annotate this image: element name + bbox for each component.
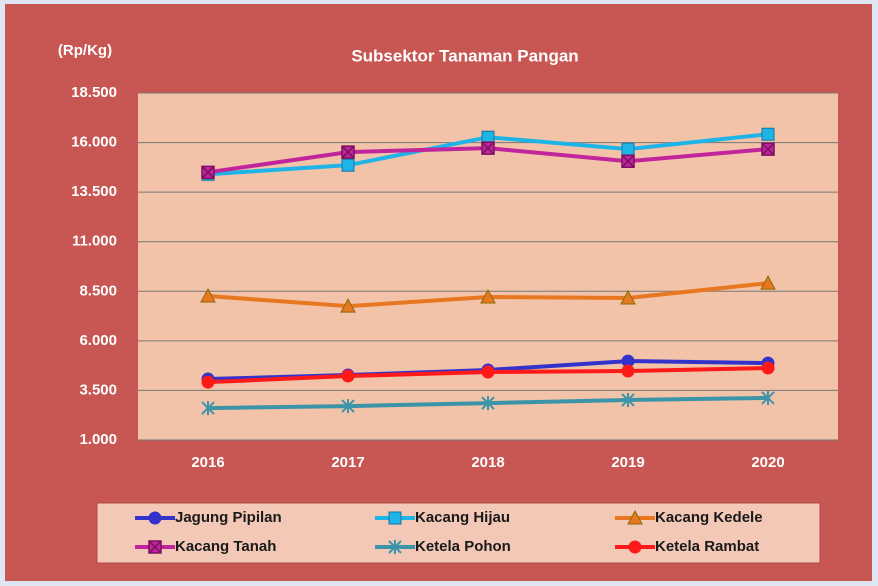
data-point xyxy=(620,289,636,305)
data-point xyxy=(621,364,635,378)
data-point xyxy=(761,142,775,156)
legend-marker xyxy=(388,511,402,525)
chart-title: Subsektor Tanaman Pangan xyxy=(351,46,578,65)
data-point xyxy=(341,145,355,159)
legend-marker xyxy=(148,540,162,554)
y-tick-label: 8.500 xyxy=(79,282,117,299)
legend-label: Kacang Hijau xyxy=(415,509,510,526)
data-point xyxy=(761,127,775,141)
legend-marker xyxy=(628,540,642,554)
y-axis-label: (Rp/Kg) xyxy=(58,42,112,59)
data-point xyxy=(481,141,495,155)
data-point xyxy=(201,375,215,389)
data-point xyxy=(200,287,216,303)
legend-label: Kacang Kedele xyxy=(655,509,763,526)
data-point xyxy=(341,158,355,172)
data-point xyxy=(481,365,495,379)
y-tick-label: 13.500 xyxy=(71,183,117,200)
data-point xyxy=(341,369,355,383)
legend-marker xyxy=(388,540,402,554)
data-point xyxy=(760,275,776,290)
legend-box xyxy=(96,502,821,564)
x-tick-label: 2017 xyxy=(331,454,364,471)
x-tick-label: 2016 xyxy=(191,454,224,471)
data-point xyxy=(340,298,356,313)
data-point xyxy=(621,154,635,168)
x-tick-label: 2020 xyxy=(751,454,784,471)
data-point xyxy=(621,142,635,156)
x-tick-label: 2019 xyxy=(611,454,644,471)
data-point xyxy=(341,399,355,414)
data-point xyxy=(481,396,495,411)
legend-label: Ketela Rambat xyxy=(655,538,759,555)
y-tick-label: 6.000 xyxy=(79,332,117,349)
data-point xyxy=(621,392,635,407)
y-tick-label: 11.000 xyxy=(72,233,117,250)
legend-label: Ketela Pohon xyxy=(415,538,511,555)
y-tick-label: 3.500 xyxy=(79,381,117,398)
data-point xyxy=(761,361,775,375)
y-tick-label: 18.500 xyxy=(71,84,117,101)
data-point xyxy=(761,390,775,405)
y-tick-label: 16.000 xyxy=(71,134,117,151)
legend-label: Jagung Pipilan xyxy=(175,509,282,526)
data-point xyxy=(480,288,496,304)
legend-marker xyxy=(627,509,643,525)
x-tick-label: 2018 xyxy=(471,454,504,471)
legend-label: Kacang Tanah xyxy=(175,538,276,555)
data-point xyxy=(201,165,215,180)
y-tick-label: 1.000 xyxy=(79,431,117,448)
data-point xyxy=(201,401,215,416)
legend-marker xyxy=(148,511,162,525)
